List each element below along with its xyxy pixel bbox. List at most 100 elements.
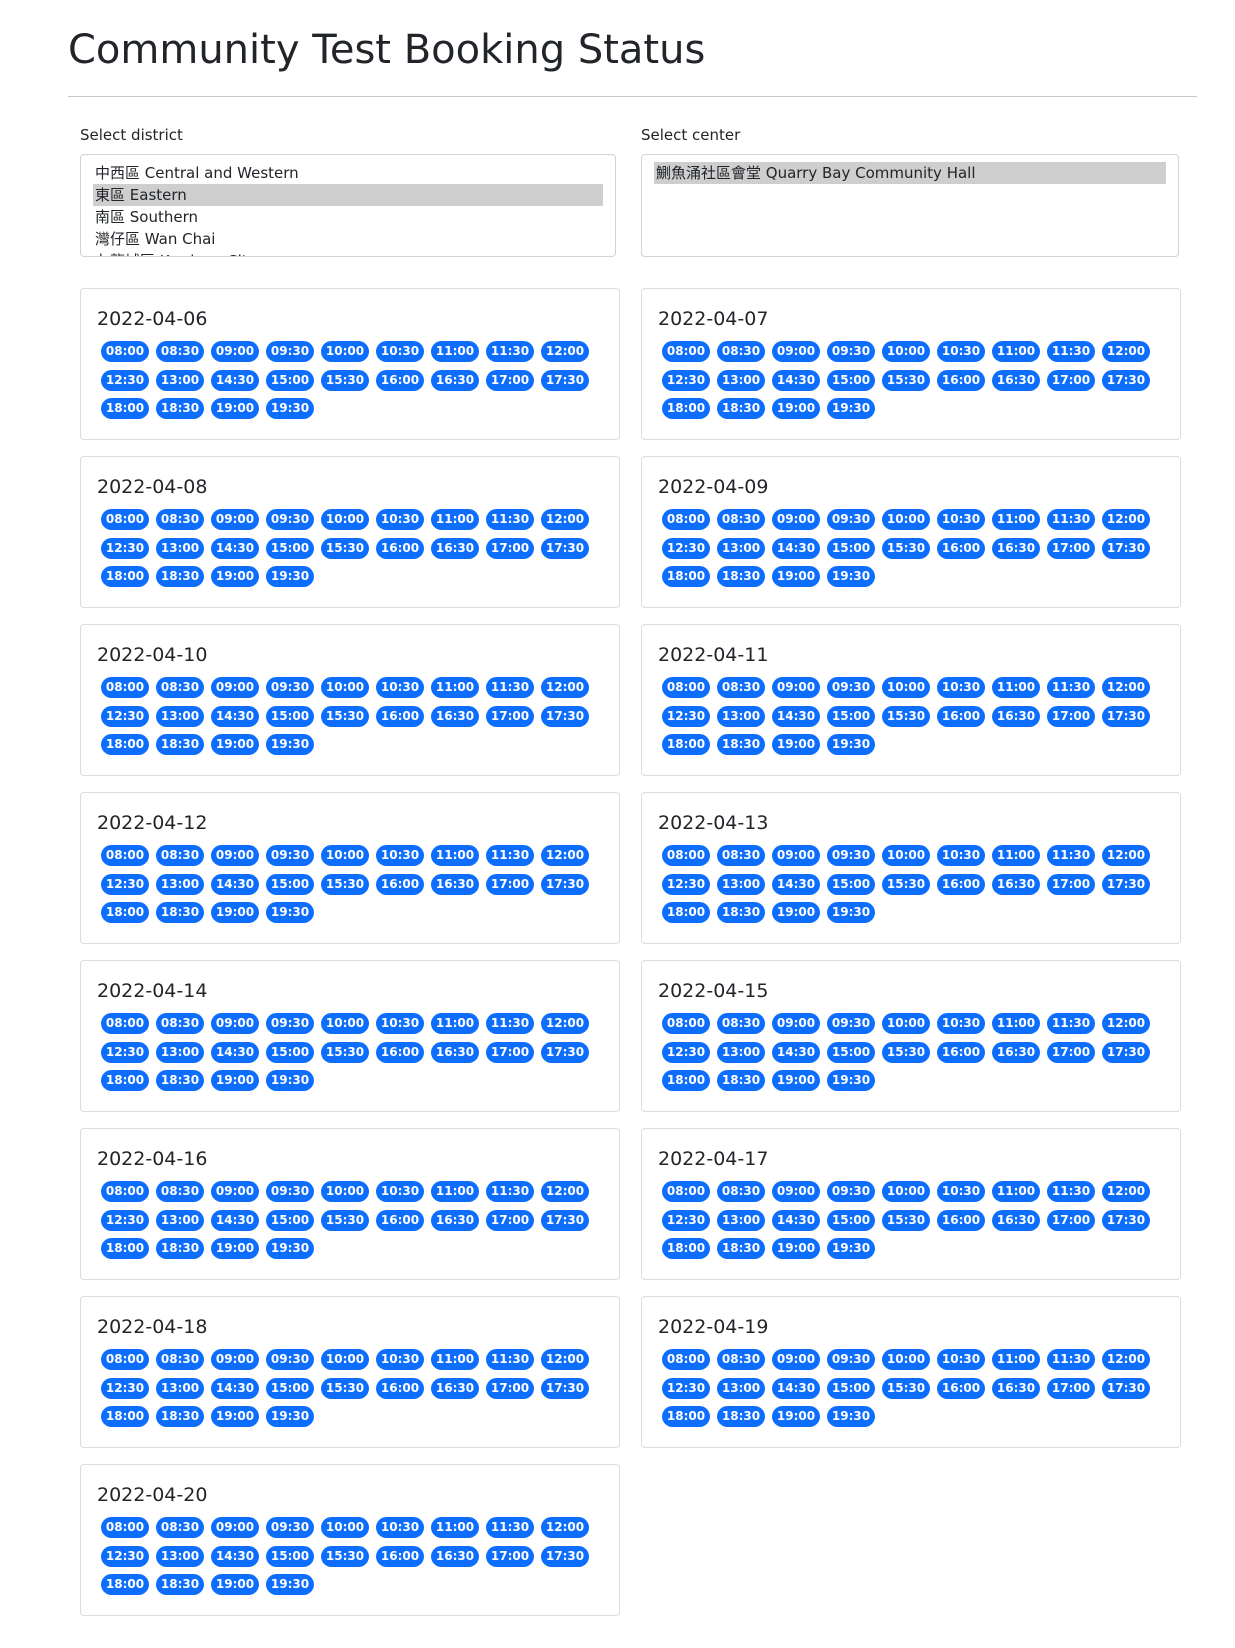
time-slot-badge[interactable]: 08:30 — [717, 677, 765, 698]
time-slot-badge[interactable]: 13:00 — [156, 705, 204, 727]
time-slot-badge[interactable]: 08:30 — [156, 1013, 204, 1034]
time-slot-badge[interactable]: 16:00 — [376, 1545, 424, 1567]
time-slot-badge[interactable]: 11:30 — [486, 845, 534, 866]
time-slot-badge[interactable]: 11:00 — [431, 1181, 479, 1202]
time-slot-badge[interactable]: 11:30 — [486, 1181, 534, 1202]
time-slot-badge[interactable]: 17:00 — [1047, 705, 1095, 727]
time-slot-badge[interactable]: 10:00 — [321, 677, 369, 698]
time-slot-badge[interactable]: 13:00 — [156, 1041, 204, 1063]
time-slot-badge[interactable]: 10:00 — [321, 1181, 369, 1202]
time-slot-badge[interactable]: 18:30 — [156, 1406, 204, 1427]
time-slot-badge[interactable]: 18:00 — [662, 902, 710, 923]
time-slot-badge[interactable]: 09:30 — [266, 677, 314, 698]
time-slot-badge[interactable]: 13:00 — [156, 1377, 204, 1399]
time-slot-badge[interactable]: 12:30 — [101, 1377, 149, 1399]
time-slot-badge[interactable]: 10:30 — [937, 677, 985, 698]
time-slot-badge[interactable]: 15:00 — [827, 369, 875, 391]
time-slot-badge[interactable]: 12:00 — [541, 1013, 589, 1034]
time-slot-badge[interactable]: 12:30 — [662, 1377, 710, 1399]
time-slot-badge[interactable]: 13:00 — [717, 1209, 765, 1231]
time-slot-badge[interactable]: 12:30 — [662, 705, 710, 727]
time-slot-badge[interactable]: 11:30 — [486, 1517, 534, 1538]
time-slot-badge[interactable]: 12:00 — [1102, 1349, 1150, 1370]
time-slot-badge[interactable]: 16:00 — [376, 369, 424, 391]
time-slot-badge[interactable]: 18:30 — [156, 1070, 204, 1091]
time-slot-badge[interactable]: 18:30 — [717, 1070, 765, 1091]
time-slot-badge[interactable]: 14:30 — [211, 1209, 259, 1231]
time-slot-badge[interactable]: 08:30 — [156, 1181, 204, 1202]
time-slot-badge[interactable]: 11:30 — [486, 1013, 534, 1034]
time-slot-badge[interactable]: 08:00 — [662, 1013, 710, 1034]
time-slot-badge[interactable]: 08:00 — [662, 341, 710, 362]
time-slot-badge[interactable]: 08:00 — [662, 677, 710, 698]
time-slot-badge[interactable]: 08:30 — [717, 341, 765, 362]
time-slot-badge[interactable]: 14:30 — [211, 1041, 259, 1063]
time-slot-badge[interactable]: 17:30 — [541, 873, 589, 895]
time-slot-badge[interactable]: 09:30 — [266, 1517, 314, 1538]
time-slot-badge[interactable]: 14:30 — [772, 873, 820, 895]
time-slot-badge[interactable]: 10:00 — [321, 509, 369, 530]
time-slot-badge[interactable]: 15:00 — [827, 705, 875, 727]
time-slot-badge[interactable]: 15:00 — [266, 1209, 314, 1231]
time-slot-badge[interactable]: 17:30 — [1102, 369, 1150, 391]
time-slot-badge[interactable]: 12:00 — [1102, 845, 1150, 866]
time-slot-badge[interactable]: 12:00 — [541, 509, 589, 530]
time-slot-badge[interactable]: 14:30 — [772, 369, 820, 391]
time-slot-badge[interactable]: 17:30 — [541, 1041, 589, 1063]
time-slot-badge[interactable]: 10:30 — [937, 509, 985, 530]
time-slot-badge[interactable]: 12:00 — [1102, 677, 1150, 698]
time-slot-badge[interactable]: 16:00 — [937, 873, 985, 895]
time-slot-badge[interactable]: 16:00 — [937, 369, 985, 391]
time-slot-badge[interactable]: 16:30 — [992, 1209, 1040, 1231]
time-slot-badge[interactable]: 12:30 — [101, 1545, 149, 1567]
time-slot-badge[interactable]: 10:30 — [937, 845, 985, 866]
time-slot-badge[interactable]: 15:00 — [266, 1041, 314, 1063]
time-slot-badge[interactable]: 10:00 — [882, 1013, 930, 1034]
time-slot-badge[interactable]: 19:30 — [827, 566, 875, 587]
time-slot-badge[interactable]: 15:00 — [827, 873, 875, 895]
time-slot-badge[interactable]: 12:00 — [541, 677, 589, 698]
time-slot-badge[interactable]: 16:30 — [431, 1545, 479, 1567]
time-slot-badge[interactable]: 13:00 — [717, 1377, 765, 1399]
time-slot-badge[interactable]: 17:30 — [541, 369, 589, 391]
time-slot-badge[interactable]: 09:00 — [211, 1517, 259, 1538]
time-slot-badge[interactable]: 14:30 — [772, 537, 820, 559]
time-slot-badge[interactable]: 16:30 — [992, 537, 1040, 559]
time-slot-badge[interactable]: 15:00 — [266, 1377, 314, 1399]
time-slot-badge[interactable]: 09:00 — [772, 677, 820, 698]
time-slot-badge[interactable]: 15:00 — [827, 1041, 875, 1063]
time-slot-badge[interactable]: 17:30 — [541, 537, 589, 559]
time-slot-badge[interactable]: 09:30 — [266, 341, 314, 362]
time-slot-badge[interactable]: 10:00 — [882, 677, 930, 698]
time-slot-badge[interactable]: 17:30 — [1102, 537, 1150, 559]
time-slot-badge[interactable]: 19:00 — [211, 1070, 259, 1091]
time-slot-badge[interactable]: 17:00 — [486, 1545, 534, 1567]
time-slot-badge[interactable]: 19:00 — [772, 566, 820, 587]
time-slot-badge[interactable]: 11:00 — [992, 341, 1040, 362]
time-slot-badge[interactable]: 18:00 — [101, 1070, 149, 1091]
time-slot-badge[interactable]: 12:30 — [101, 705, 149, 727]
time-slot-badge[interactable]: 12:00 — [541, 1349, 589, 1370]
time-slot-badge[interactable]: 10:30 — [937, 1013, 985, 1034]
time-slot-badge[interactable]: 11:00 — [431, 341, 479, 362]
time-slot-badge[interactable]: 10:30 — [376, 341, 424, 362]
time-slot-badge[interactable]: 15:00 — [266, 1545, 314, 1567]
time-slot-badge[interactable]: 16:00 — [376, 873, 424, 895]
time-slot-badge[interactable]: 10:00 — [882, 509, 930, 530]
time-slot-badge[interactable]: 13:00 — [156, 369, 204, 391]
time-slot-badge[interactable]: 18:30 — [717, 398, 765, 419]
time-slot-badge[interactable]: 16:00 — [937, 705, 985, 727]
time-slot-badge[interactable]: 17:00 — [1047, 1209, 1095, 1231]
time-slot-badge[interactable]: 18:30 — [156, 566, 204, 587]
time-slot-badge[interactable]: 15:00 — [266, 537, 314, 559]
time-slot-badge[interactable]: 15:30 — [321, 1545, 369, 1567]
time-slot-badge[interactable]: 13:00 — [717, 1041, 765, 1063]
time-slot-badge[interactable]: 18:00 — [662, 566, 710, 587]
time-slot-badge[interactable]: 10:00 — [321, 845, 369, 866]
time-slot-badge[interactable]: 11:00 — [431, 1349, 479, 1370]
time-slot-badge[interactable]: 17:30 — [1102, 1041, 1150, 1063]
time-slot-badge[interactable]: 15:30 — [321, 1209, 369, 1231]
time-slot-badge[interactable]: 12:30 — [662, 1209, 710, 1231]
time-slot-badge[interactable]: 13:00 — [717, 369, 765, 391]
time-slot-badge[interactable]: 09:00 — [211, 1013, 259, 1034]
